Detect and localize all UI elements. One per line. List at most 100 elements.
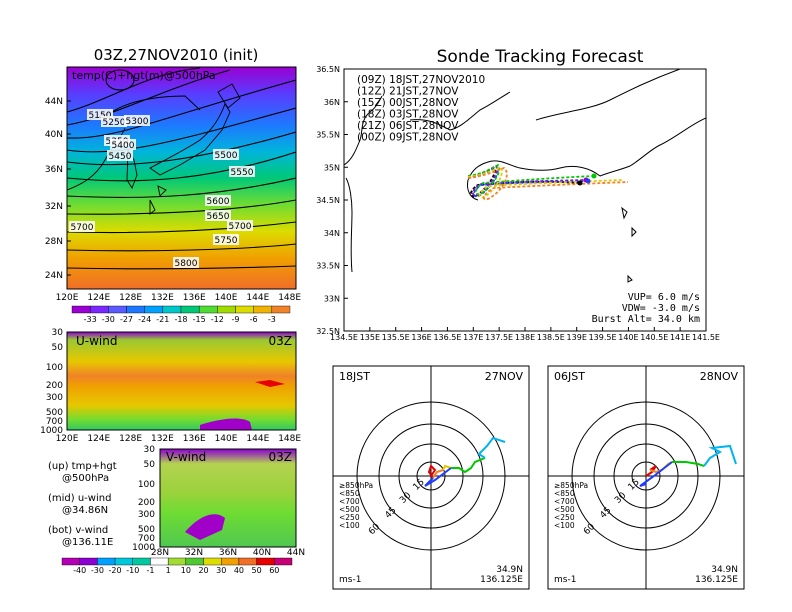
pressure-tick-label: 100 <box>138 480 155 490</box>
colorbar-label: -30 <box>102 315 115 324</box>
lat-tick-label: 33.5N <box>316 262 340 271</box>
wind-colorbar: -40 -30 -20 -10 -1 1 10 20 30 40 50 60 <box>61 557 293 575</box>
colorbar-cell <box>126 305 145 314</box>
colorbar-label: 1 <box>166 566 171 575</box>
colorbar-label: -3 <box>268 315 276 324</box>
colorbar-label: -40 <box>73 566 86 575</box>
colorbar-cell <box>221 557 240 566</box>
landing-point <box>577 180 583 186</box>
colorbar-cell <box>144 305 164 314</box>
colorbar-cell <box>235 305 254 314</box>
hodograph-segment <box>672 461 705 467</box>
landing-point <box>591 173 597 179</box>
lon-tick-label: 124E <box>87 434 110 444</box>
pressure-legend-entry: ≥850hPa <box>554 481 588 490</box>
legend-entry: (18Z) 03JST,28NOV <box>357 109 459 121</box>
polar-date: 27NOV <box>485 370 524 383</box>
v-lat-ticks: 28N 32N 36N 40N 44N <box>151 548 305 558</box>
colorbar-label: -6 <box>250 315 258 324</box>
pressure-legend-entry: <500 <box>339 505 360 514</box>
lon-tick-label: 144E <box>246 293 269 303</box>
colorbar-label: -21 <box>156 315 169 324</box>
lon-tick-label: 135E <box>360 333 380 342</box>
colorbar-label: -33 <box>84 315 97 324</box>
track-line <box>467 165 589 198</box>
param-burst: Burst Alt= 34.0 km <box>592 314 700 325</box>
lon-tick-label: 128E <box>119 293 142 303</box>
lon-tick-label: 120E <box>56 293 79 303</box>
upper-lat-ticks: 44N 40N 36N 32N 28N 24N <box>45 97 71 281</box>
note-line: (mid) u-wind <box>48 493 111 504</box>
lat-tick-label: 44N <box>45 97 63 107</box>
colorbar-label: -30 <box>91 566 104 575</box>
pressure-tick-label: 100 <box>46 363 63 373</box>
lat-tick-label: 28N <box>45 237 63 247</box>
colorbar-label: 10 <box>181 566 191 575</box>
lon-tick-label: 134.5E <box>330 333 358 342</box>
colorbar-cell <box>132 557 151 566</box>
colorbar-label: -1 <box>146 566 154 575</box>
polar-time: 18JST <box>339 370 370 383</box>
lat-tick-label: 36N <box>219 548 237 558</box>
polar-time: 06JST <box>554 370 585 383</box>
colorbar-cell <box>79 557 98 566</box>
contour-label-bg <box>107 150 133 161</box>
pressure-tick-label: 500 <box>46 408 63 418</box>
legend-entry: (09Z) 18JST,27NOV2010 <box>357 74 485 86</box>
pressure-legend-entry: <250 <box>339 513 360 522</box>
contour-label: 5600 <box>207 197 230 207</box>
pressure-tick-label: 50 <box>144 460 156 470</box>
lon-tick-label: 137E <box>463 333 483 342</box>
lat-tick-label: 28N <box>151 548 169 558</box>
contour-label: 5500 <box>215 151 238 161</box>
lat-tick-label: 36N <box>324 98 340 107</box>
panel-notes: (up) tmp+hgt @500hPa (mid) u-wind @34.86… <box>48 461 117 548</box>
hodograph-segment <box>427 464 437 479</box>
lon-tick-label: 137.5E <box>485 333 513 342</box>
colorbar-cell <box>271 305 291 314</box>
colorbar-cell <box>167 557 187 566</box>
pressure-legend-entry: <500 <box>554 505 575 514</box>
contour-label: 5300 <box>126 117 149 127</box>
contour-label-bg <box>205 195 231 206</box>
lon-tick-label: 136E <box>183 293 206 303</box>
lat-tick-label: 34N <box>324 229 340 238</box>
hodograph-segment <box>477 436 506 459</box>
lon-tick-label: 140E <box>618 333 638 342</box>
colorbar-cell <box>238 557 257 566</box>
colorbar-label: 30 <box>216 566 226 575</box>
temperature-colorbar: -33 -30 -27 -24 -21 -18 -15 -12 -9 -6 -3 <box>71 305 291 324</box>
track-legend: (09Z) 18JST,27NOV2010(12Z) 21JST,27NOV(1… <box>357 74 485 144</box>
pressure-legend-entry: <100 <box>554 521 575 530</box>
contour-label-bg <box>101 116 127 127</box>
hodograph-segment <box>432 469 444 479</box>
legend-entry: (15Z) 00JST,28NOV <box>357 97 459 109</box>
pressure-legend-entry: <850 <box>339 489 360 498</box>
contour-label: 5150 <box>89 111 112 121</box>
pressure-tick-label: 30 <box>144 445 156 455</box>
contour-label-bg <box>173 257 199 268</box>
colorbar-cell <box>61 557 80 566</box>
upper-lon-ticks: 120E 124E 128E 132E 136E 140E 144E 148E <box>56 293 302 303</box>
colorbar-cell <box>274 557 293 566</box>
colorbar-cell <box>150 557 169 566</box>
lon-tick-label: 120E <box>56 434 79 444</box>
note-line: (up) tmp+hgt <box>48 461 117 472</box>
lon-tick-label: 132E <box>151 434 174 444</box>
pressure-legend-entry: <700 <box>339 497 360 506</box>
lat-tick-label: 24N <box>45 271 63 281</box>
main-title: Sonde Tracking Forecast <box>437 47 644 67</box>
colorbar-label: -15 <box>193 315 206 324</box>
colorbar-cell <box>198 305 218 314</box>
contour-label: 5250 <box>103 118 126 128</box>
lon-tick-label: 132E <box>151 293 174 303</box>
track-line <box>467 166 629 201</box>
lon-tick-label: 128E <box>119 434 142 444</box>
colorbar-cell <box>71 305 91 314</box>
legend-entry: (12Z) 21JST,27NOV <box>357 86 459 98</box>
legend-entry: (21Z) 06JST,28NOV <box>357 120 459 132</box>
colorbar-label: -12 <box>211 315 224 324</box>
pressure-tick-label: 50 <box>52 343 64 353</box>
